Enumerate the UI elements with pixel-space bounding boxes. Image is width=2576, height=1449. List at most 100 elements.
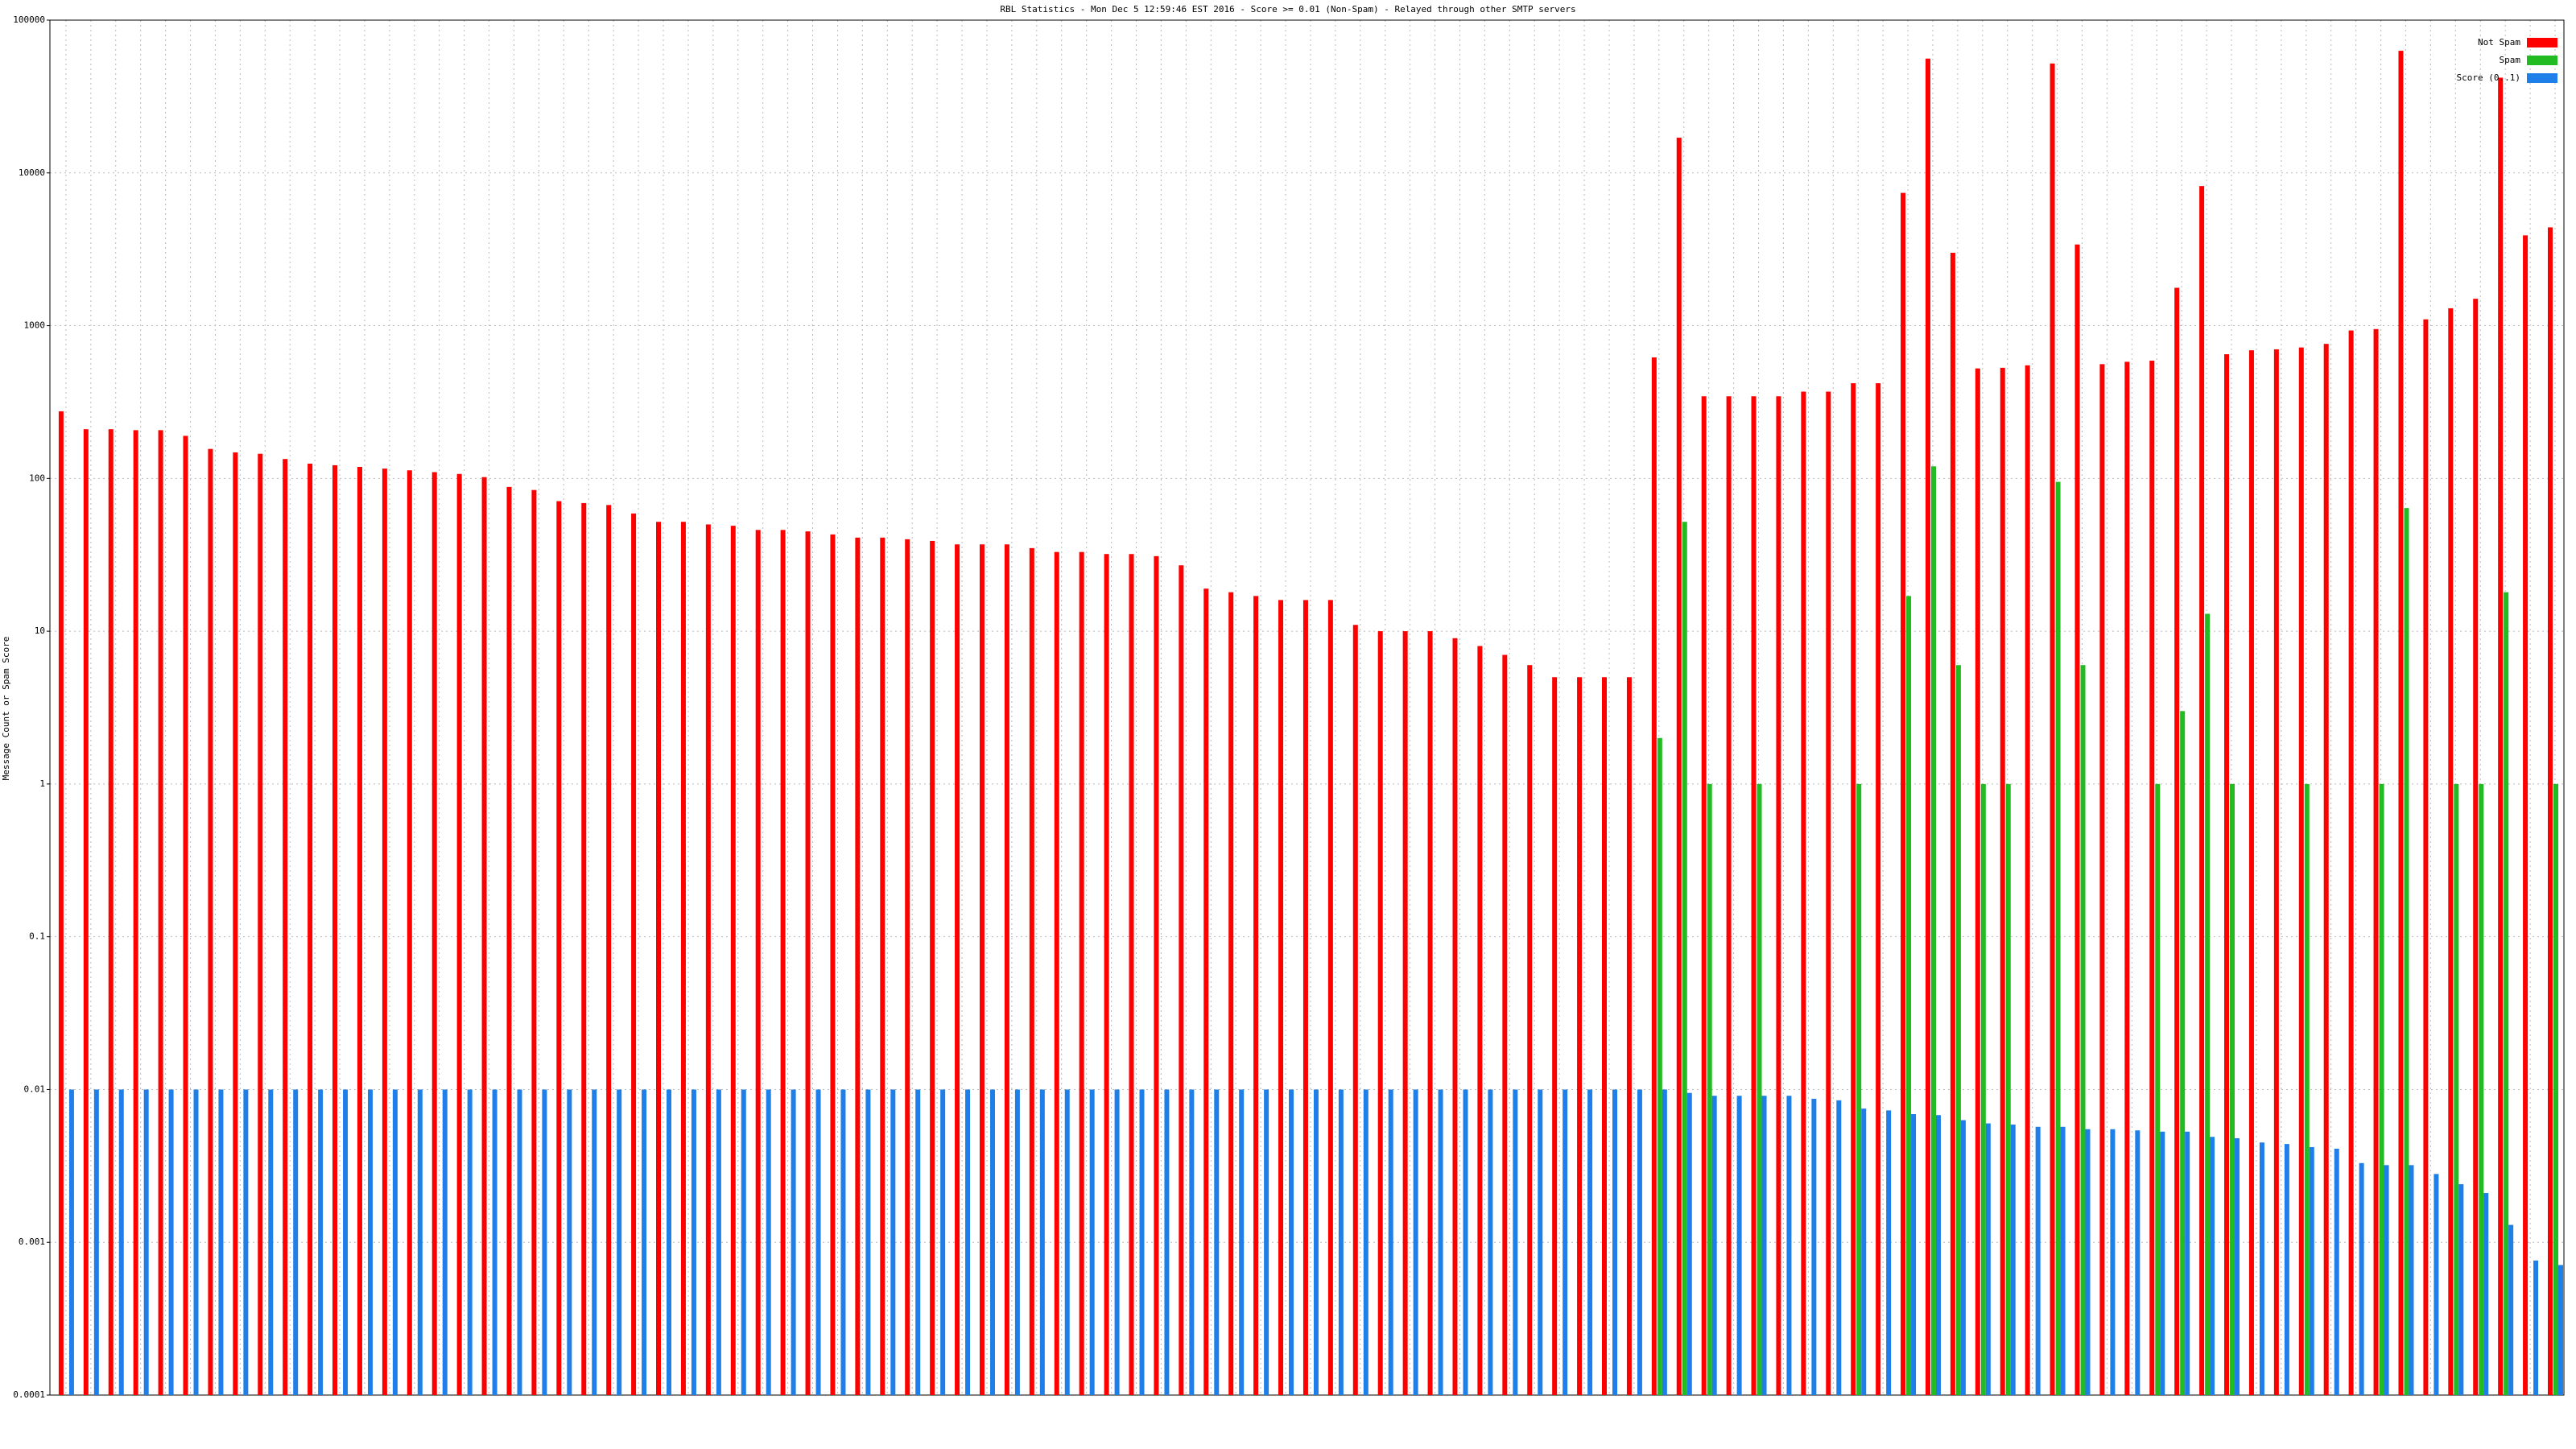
- bar: [183, 436, 188, 1395]
- bar: [1856, 783, 1862, 1395]
- bar: [1239, 1089, 1245, 1395]
- bar: [2124, 361, 2130, 1395]
- bar: [1164, 1089, 1170, 1395]
- bar: [1707, 783, 1712, 1395]
- bar: [592, 1089, 597, 1395]
- bar: [233, 452, 238, 1395]
- bar: [1228, 592, 1234, 1395]
- bar: [1901, 192, 1906, 1395]
- bar: [880, 537, 886, 1395]
- bar: [431, 472, 437, 1395]
- bar: [940, 1089, 946, 1395]
- bar: [407, 470, 412, 1395]
- bar: [1925, 58, 1930, 1395]
- legend-label: Not Spam: [2478, 37, 2520, 47]
- bar: [208, 448, 213, 1395]
- bar: [2005, 783, 2011, 1395]
- bar: [258, 453, 263, 1396]
- bar: [2448, 308, 2454, 1395]
- chart-title: RBL Statistics - Mon Dec 5 12:59:46 EST …: [1000, 4, 1575, 14]
- bar: [2085, 1129, 2091, 1395]
- bar: [2359, 1162, 2364, 1395]
- bar: [1278, 600, 1284, 1395]
- bar: [1338, 1089, 1344, 1395]
- bar: [2309, 1146, 2314, 1395]
- bar: [2210, 1137, 2215, 1395]
- bar: [716, 1089, 721, 1395]
- bar: [2180, 711, 2186, 1395]
- bar: [2235, 1137, 2240, 1395]
- bar: [1214, 1089, 1220, 1395]
- bar: [1801, 391, 1806, 1396]
- bar: [1352, 625, 1358, 1395]
- bar: [1786, 1096, 1792, 1395]
- bar: [2055, 481, 2061, 1395]
- bar: [506, 486, 512, 1395]
- bar: [755, 530, 761, 1395]
- bar: [2523, 235, 2529, 1395]
- bar: [865, 1089, 871, 1395]
- bar: [1761, 1096, 1767, 1395]
- bar: [1014, 1089, 1020, 1395]
- y-tick-label: 100: [29, 473, 45, 483]
- bar: [680, 522, 686, 1395]
- bar: [1064, 1089, 1070, 1395]
- bar: [357, 466, 362, 1395]
- y-axis-label: Message Count or Spam Score: [1, 637, 11, 781]
- bar: [2010, 1124, 2016, 1395]
- bar: [905, 539, 910, 1395]
- y-tick-label: 1: [39, 778, 45, 789]
- legend-swatch: [2527, 38, 2557, 47]
- bar: [1960, 1120, 1966, 1395]
- bar: [1851, 383, 1856, 1396]
- bar: [2553, 783, 2558, 1395]
- bar: [517, 1089, 522, 1395]
- bar: [2099, 364, 2105, 1395]
- bar: [1637, 1089, 1642, 1395]
- bar: [2533, 1260, 2539, 1395]
- bar: [1651, 357, 1657, 1396]
- bar: [542, 1089, 547, 1395]
- bar: [118, 1089, 124, 1395]
- bar: [1154, 555, 1159, 1395]
- bar: [193, 1089, 199, 1395]
- bar: [2050, 63, 2055, 1396]
- bar: [382, 469, 387, 1396]
- bar: [1452, 638, 1458, 1395]
- bar: [2259, 1142, 2264, 1395]
- bar: [2379, 783, 2384, 1395]
- bar: [268, 1089, 274, 1395]
- bar: [1438, 1089, 1443, 1395]
- bar: [1413, 1089, 1418, 1395]
- bar: [2174, 287, 2180, 1395]
- bar: [417, 1089, 423, 1395]
- bar: [2035, 1126, 2041, 1395]
- y-tick-label: 0.001: [19, 1236, 45, 1247]
- bar: [332, 464, 338, 1396]
- y-tick-label: 0.1: [29, 931, 45, 942]
- bar: [1711, 1096, 1717, 1395]
- bar: [1264, 1089, 1269, 1395]
- bar: [1930, 466, 1936, 1395]
- bar: [667, 1089, 672, 1395]
- bar: [2434, 1174, 2439, 1395]
- bar: [318, 1089, 324, 1395]
- bar: [2273, 349, 2279, 1395]
- bar: [1861, 1108, 1867, 1395]
- bar: [2248, 350, 2254, 1395]
- bar: [1736, 1096, 1742, 1395]
- bar: [1054, 551, 1059, 1395]
- bar: [456, 473, 462, 1395]
- y-tick-label: 1000: [24, 320, 46, 331]
- bar: [2547, 227, 2553, 1396]
- bar: [392, 1089, 398, 1395]
- bar: [1676, 138, 1682, 1395]
- bar: [930, 540, 935, 1395]
- legend-label: Spam: [2500, 55, 2521, 65]
- legend-label: Score (0..1): [2457, 72, 2520, 83]
- bar: [1313, 1089, 1319, 1395]
- bar: [68, 1089, 74, 1395]
- bar: [93, 1089, 99, 1395]
- bar: [1662, 1089, 1667, 1395]
